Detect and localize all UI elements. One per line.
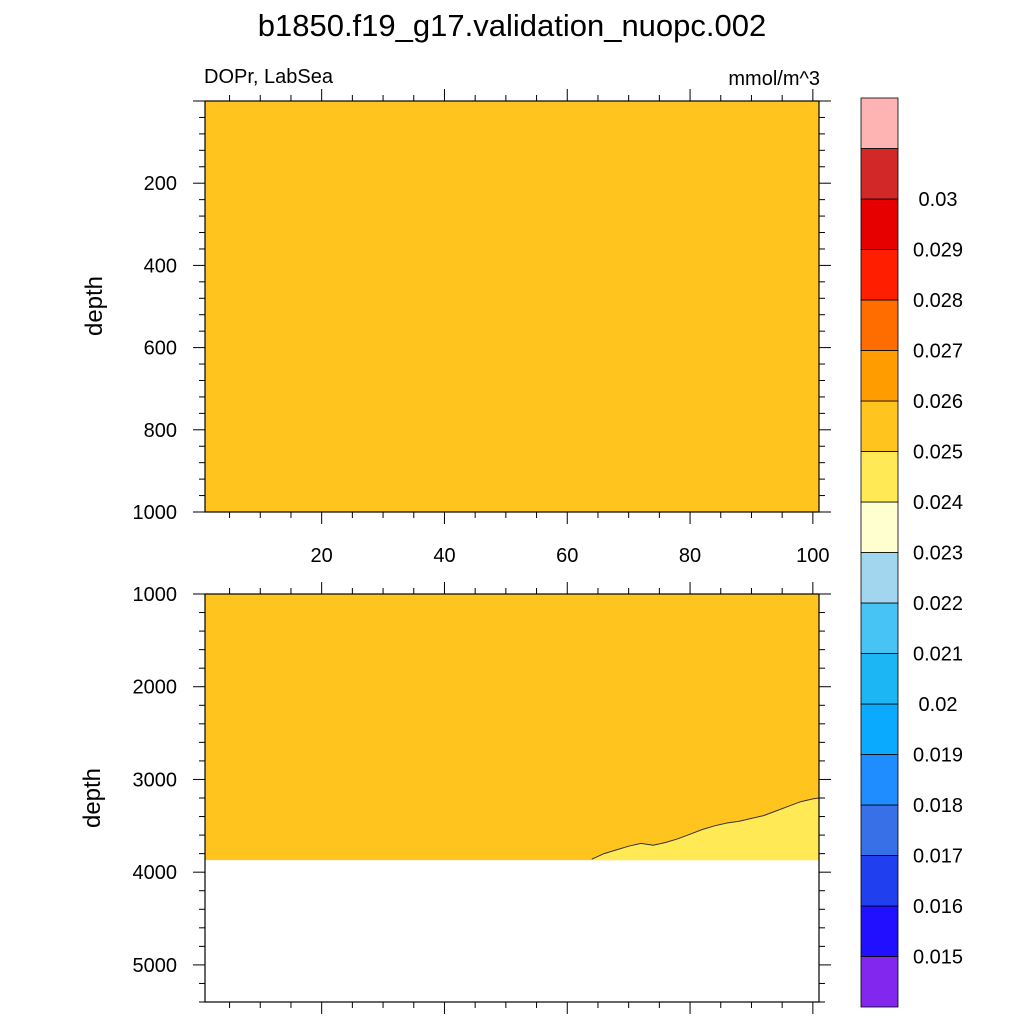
colorbar-label: 0.016: [913, 896, 963, 918]
colorbar-label: 0.028: [913, 290, 963, 312]
colorbar-swatch: [860, 451, 899, 503]
colorbar-label: 0.023: [913, 543, 963, 565]
colorbar-swatch: [860, 552, 899, 604]
colorbar-swatch: [860, 350, 899, 402]
colorbar-label: 0.02: [919, 694, 958, 716]
colorbar-label: 0.029: [913, 240, 963, 262]
plot-frame: [204, 100, 820, 513]
y-tick-label: 1000: [133, 502, 178, 524]
colorbar-swatch: [860, 198, 899, 250]
colorbar-swatch: [860, 299, 899, 351]
contour-fill: [205, 594, 819, 861]
x-tick-label: 100: [796, 545, 829, 567]
lower-y-axis-title: depth: [79, 768, 106, 828]
colorbar-swatch: [860, 148, 899, 200]
y-tick-label: 5000: [133, 955, 178, 977]
colorbar-swatch: [860, 400, 899, 452]
y-tick-label: 200: [144, 173, 177, 195]
x-tick-label: 80: [679, 545, 701, 567]
y-tick-label: 400: [144, 255, 177, 277]
colorbar-swatch: [860, 905, 899, 957]
contour-fill: [205, 101, 819, 512]
upper-y-axis-title: depth: [81, 276, 108, 336]
y-tick-label: 600: [144, 338, 177, 360]
colorbar-label: 0.018: [913, 795, 963, 817]
colorbar-label: 0.027: [913, 341, 963, 363]
colorbar-label: 0.024: [913, 492, 963, 514]
contour-line: [591, 797, 820, 860]
colorbar-swatch: [860, 602, 899, 654]
y-tick-label: 3000: [133, 769, 178, 791]
y-tick-label: 2000: [133, 677, 178, 699]
colorbar-swatch: [860, 754, 899, 806]
colorbar-label: 0.021: [913, 644, 963, 666]
y-tick-label: 4000: [133, 862, 178, 884]
x-tick-label: 40: [433, 545, 455, 567]
colorbar-label: 0.017: [913, 846, 963, 868]
colorbar-label: 0.022: [913, 593, 963, 615]
colorbar-label: 0.026: [913, 391, 963, 413]
colorbar-swatch: [860, 97, 899, 149]
colorbar: 0.015 0.016 0.017 0.018 0.019 0.02 0.021 0.022 0…: [860, 97, 963, 1008]
colorbar-swatch: [860, 855, 899, 907]
figure-title: b1850.f19_g17.validation_nuopc.002: [258, 8, 767, 43]
colorbar-swatch: [860, 249, 899, 301]
colorbar-swatch: [860, 501, 899, 553]
upper-depth-panel: 20 40 60 80 100 200 400 600 800 1000: [133, 89, 831, 567]
colorbar-swatch: [860, 703, 899, 755]
colorbar-swatch: [860, 804, 899, 856]
units-label: mmol/m^3: [728, 68, 820, 90]
x-tick-label: 60: [556, 545, 578, 567]
colorbar-swatch: [860, 956, 899, 1008]
colorbar-label: 0.019: [913, 745, 963, 767]
colorbar-swatch: [860, 653, 899, 705]
lower-depth-panel: 1000 2000 3000 4000 5000: [133, 582, 831, 1014]
y-tick-label: 1000: [133, 584, 178, 606]
colorbar-label: 0.015: [913, 947, 963, 969]
colorbar-label: 0.03: [919, 189, 958, 211]
colorbar-label: 0.025: [913, 442, 963, 464]
y-tick-label: 800: [144, 420, 177, 442]
variable-region-label: DOPr, LabSea: [204, 66, 334, 88]
x-tick-label: 20: [311, 545, 333, 567]
